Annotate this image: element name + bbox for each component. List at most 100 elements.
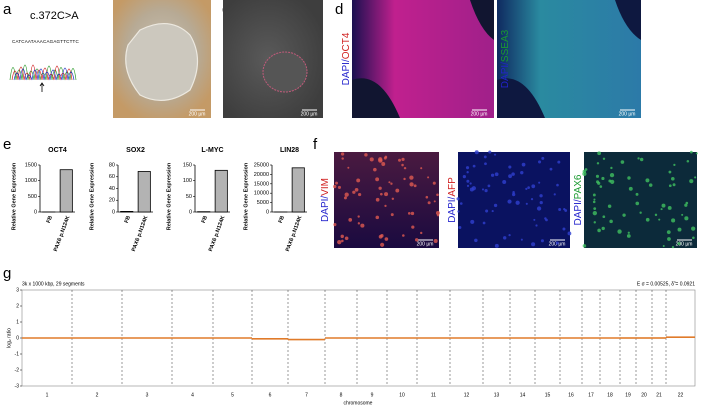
cell: [459, 202, 463, 205]
y-tick-label: 150: [183, 162, 192, 168]
cell: [553, 193, 556, 196]
cell: [433, 238, 438, 244]
cell: [436, 214, 440, 217]
cell: [525, 187, 528, 190]
cell: [485, 209, 489, 213]
cell: [333, 223, 337, 227]
y-tick-label: 0: [189, 209, 192, 215]
cell: [356, 178, 361, 183]
cell: [689, 179, 694, 184]
x-tick-label: 14: [520, 392, 526, 398]
cell: [628, 186, 633, 191]
cell: [425, 195, 429, 199]
cell: [666, 230, 671, 235]
cell: [596, 162, 600, 165]
cell: [352, 190, 356, 194]
cell: [483, 155, 487, 159]
bar: [120, 211, 134, 213]
marker: PAX6: [573, 174, 584, 199]
cell: [562, 227, 566, 231]
cell: [384, 204, 387, 207]
x-tick-label: 19: [625, 392, 631, 398]
cell: [671, 176, 675, 181]
cell: [375, 177, 380, 182]
cell: [627, 231, 630, 234]
cell: [538, 181, 541, 184]
panel-b: 200 µm: [113, 0, 211, 118]
cell: [593, 207, 597, 210]
colony: [262, 51, 308, 93]
chart-title: L-MYC: [201, 147, 223, 154]
cell: [512, 190, 515, 194]
scale-label: 200 µm: [619, 111, 636, 117]
cell: [515, 200, 520, 205]
cell: [340, 152, 345, 156]
x-tick-label: FB: [278, 215, 286, 224]
cell: [592, 193, 596, 197]
y-tick-label: 20: [109, 198, 115, 204]
cell: [493, 153, 497, 156]
cell: [391, 197, 395, 200]
cell: [487, 184, 491, 188]
scale-label: 200 µm: [676, 241, 693, 247]
cell: [520, 238, 523, 241]
cell: [508, 174, 513, 179]
background: [497, 0, 641, 118]
cell: [662, 244, 665, 247]
cell: [525, 202, 528, 205]
chart-title: OCT4: [48, 147, 67, 154]
x-tick-label: 1: [46, 392, 49, 398]
x-tick-label: PAX6 p.N124K: [285, 215, 303, 252]
cell: [681, 213, 684, 216]
cell: [538, 160, 542, 164]
x-tick-label: FB: [124, 215, 132, 224]
cell: [637, 157, 640, 160]
image: [584, 152, 697, 248]
cell: [375, 215, 380, 220]
cell: [645, 217, 650, 222]
x-tick-label: 21: [656, 392, 662, 398]
colony: [125, 23, 199, 101]
sequence: CATCAATAAACAGAGTTCTTC: [12, 39, 80, 44]
dapi: DAPI/: [341, 59, 352, 85]
cell: [333, 184, 337, 189]
x-tick-label: PAX6 p.N124K: [53, 215, 71, 252]
cell: [511, 172, 515, 176]
y-tick-label: -3: [15, 383, 20, 389]
cell: [648, 183, 653, 187]
cell: [530, 198, 534, 201]
cell: [462, 175, 466, 179]
cell: [508, 233, 511, 237]
y-tick-label: 20000: [254, 172, 269, 178]
y-tick-label: 0: [16, 335, 19, 341]
x-tick-label: 11: [431, 392, 436, 398]
cell: [337, 185, 341, 189]
cell: [383, 156, 387, 160]
cell: [472, 164, 476, 168]
scale-label: 200 µm: [301, 111, 318, 117]
cell: [380, 192, 383, 196]
cell: [684, 216, 689, 221]
dapi: DAPI/: [500, 62, 511, 88]
cell: [436, 193, 439, 197]
marker: OCT4: [341, 32, 352, 59]
panel-d: DAPI/OCT4 DAPI/SSEA3 200 µm 200 µm: [341, 0, 641, 118]
y-tick-label: 0: [266, 209, 269, 215]
cell: [494, 172, 499, 177]
cell: [484, 188, 488, 193]
y-tick-label: 1000: [25, 178, 37, 184]
x-tick-label: 9: [371, 392, 374, 398]
cell: [691, 226, 696, 231]
cell: [357, 215, 360, 218]
cell: [347, 166, 350, 169]
y-axis-label: Relative Gene Expression: [89, 162, 95, 230]
cell: [596, 180, 600, 184]
cell: [599, 185, 603, 188]
x-tick-label: FB: [46, 215, 54, 224]
marker: SSEA3: [500, 29, 511, 62]
cell: [357, 222, 361, 225]
cell: [597, 151, 602, 156]
cell: [595, 174, 600, 178]
cell: [610, 166, 613, 170]
cell: [609, 219, 613, 224]
